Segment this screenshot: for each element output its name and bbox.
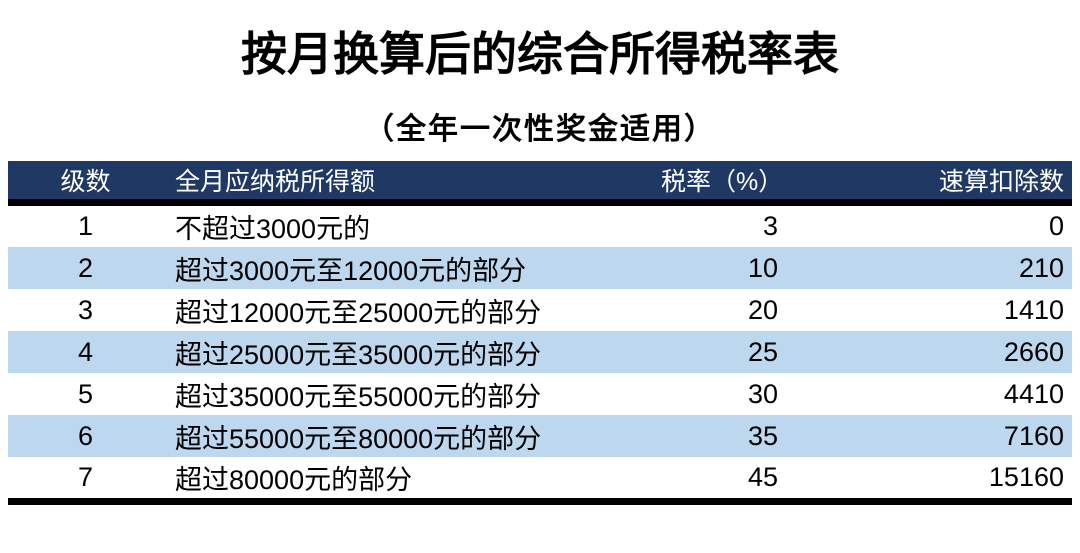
income-cell: 超过12000元至25000元的部分	[175, 297, 542, 328]
deduction-cell: 210	[1018, 252, 1064, 283]
rate-cell: 45	[653, 457, 783, 506]
deduction-cell: 1410	[1003, 294, 1064, 325]
income-cell: 超过3000元至12000元的部分	[175, 255, 527, 286]
level-cell: 7	[8, 457, 163, 506]
income-cell: 不超过3000元的	[175, 214, 371, 245]
table-row: 1 不超过3000元的 3 0	[8, 203, 1072, 248]
level-cell: 1	[77, 211, 94, 242]
rate-cell: 35	[747, 420, 778, 451]
table-row: 7 超过80000元的部分 45 15160	[8, 457, 1072, 506]
deduction-cell: 7160	[1003, 420, 1064, 451]
rate-cell: 3	[762, 211, 778, 242]
rate-cell: 25	[747, 336, 778, 367]
deduction-cell: 2660	[1003, 336, 1064, 367]
level-cell: 4	[77, 336, 94, 367]
level-cell: 6	[77, 420, 94, 451]
tax-table-container: 级数 全月应纳税所得额 税率（%） 速算扣除数 1 不超过3000元的 3 0 …	[8, 161, 1072, 506]
page: 按月换算后的综合所得税率表 （全年一次性奖金适用） 级数 全月应纳税所得额 税率…	[0, 30, 1080, 553]
income-cell: 超过80000元的部分	[163, 457, 653, 506]
level-cell: 2	[77, 252, 94, 283]
rate-cell: 30	[747, 378, 778, 409]
table-row: 4 超过25000元至35000元的部分 25 2660	[8, 331, 1072, 374]
deduction-cell: 0	[1048, 211, 1064, 242]
table-row: 2 超过3000元至12000元的部分 10 210	[8, 247, 1072, 290]
table-header-row: 级数 全月应纳税所得额 税率（%） 速算扣除数	[8, 161, 1072, 207]
page-title: 按月换算后的综合所得税率表	[241, 28, 839, 80]
tax-rate-table: 级数 全月应纳税所得额 税率（%） 速算扣除数 1 不超过3000元的 3 0 …	[8, 161, 1072, 506]
deduction-cell: 4410	[1003, 378, 1064, 409]
income-cell: 超过25000元至35000元的部分	[175, 339, 542, 370]
income-cell: 超过55000元至80000元的部分	[175, 423, 542, 454]
column-header-income: 全月应纳税所得额	[163, 161, 653, 207]
rate-cell: 10	[747, 252, 778, 283]
column-header-rate: 税率（%）	[653, 161, 783, 207]
level-cell: 5	[77, 378, 94, 409]
income-cell: 超过35000元至55000元的部分	[175, 381, 542, 412]
deduction-cell: 15160	[783, 457, 1072, 506]
page-subtitle: （全年一次性奖金适用）	[364, 113, 716, 147]
table-row: 5 超过35000元至55000元的部分 30 4410	[8, 373, 1072, 415]
table-row: 6 超过55000元至80000元的部分 35 7160	[8, 415, 1072, 458]
column-header-deduction: 速算扣除数	[783, 161, 1072, 207]
level-cell: 3	[77, 294, 94, 325]
rate-cell: 20	[747, 294, 778, 325]
table-row: 3 超过12000元至25000元的部分 20 1410	[8, 289, 1072, 331]
column-header-level: 级数	[8, 161, 163, 207]
